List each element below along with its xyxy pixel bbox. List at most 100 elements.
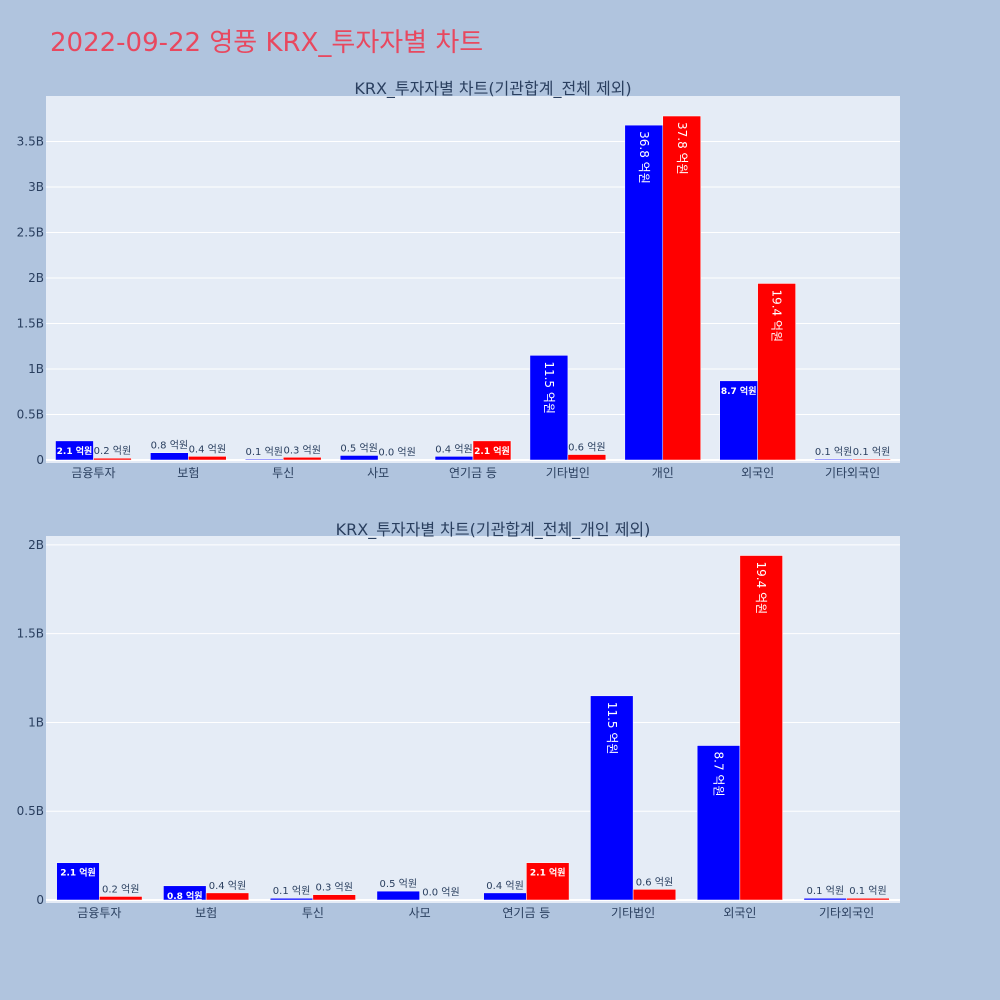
x-tick-label: 기타외국인 [825,466,880,480]
chart-1: 0 0.5B 1B 1.5B 2B 2.5B 3B 3.5B KRX_투자자별 차트(기관합계_… [17,79,900,480]
x-tick-label: 보험 [177,466,199,480]
bar [852,458,891,461]
x-tick-label: 기타법인 [611,906,655,920]
data-label: 0.4 억원 [209,880,246,892]
bar [245,458,284,461]
bar [803,897,847,901]
x-tick-label: 투신 [302,906,324,920]
bar [150,452,189,461]
bar [99,896,143,901]
bar [472,440,512,461]
data-label: 2.1 억원 [57,445,93,457]
data-label: 0.1 억원 [815,446,852,458]
bar [188,456,227,461]
y-tick-label: 0.5B [17,804,44,818]
data-label: 2.1 억원 [474,445,510,457]
data-label: 2.1 억원 [60,867,96,879]
bar [434,456,474,461]
data-label: 0.3 억원 [283,444,320,456]
data-label: 11.5 억원 [542,361,556,414]
x-tick-label: 외국인 [723,906,756,920]
y-tick-label: 2B [28,538,44,552]
x-tick-label: 금융투자 [77,906,121,920]
chart-2: 0 0.5B 1B 1.5B 2B KRX_투자자별 차트(기관합계_전체_개인 제외) 금… [17,520,900,920]
bar [55,440,94,461]
x-tick-label: 연기금 등 [449,466,497,480]
bar [814,458,853,461]
data-label: 2.1 억원 [530,867,566,879]
data-label: 0.8 억원 [167,890,203,902]
data-label: 0.1 억원 [273,885,310,897]
data-label: 8.7 억원 [712,752,726,797]
data-label: 0.3 억원 [315,882,352,894]
bar [529,355,569,461]
data-label: 0.5 억원 [340,442,377,454]
data-label: 0.0 억원 [378,447,415,459]
y-tick-label: 2.5B [17,226,44,240]
bar [269,897,314,901]
bar [419,899,463,901]
bar [93,457,132,461]
data-label: 0.1 억원 [849,885,886,897]
bar [632,889,677,901]
bar [377,459,417,461]
bar [376,890,420,901]
y-tick-label: 1B [28,362,44,376]
x-tick-label: 투신 [272,466,294,480]
data-label: 11.5 억원 [605,702,619,755]
data-label: 0.1 억원 [246,446,283,458]
bar [312,894,356,901]
data-label: 0.4 억원 [189,443,226,455]
bar [590,695,634,901]
bar [662,115,701,461]
bar [56,862,100,901]
bar [846,897,890,901]
data-label: 8.7 억원 [721,385,757,397]
data-label: 0.6 억원 [636,876,673,888]
y-tick-label: 1.5B [17,317,44,331]
bar [739,555,783,901]
y-tick-label: 2B [28,271,44,285]
data-label: 37.8 억원 [675,122,689,175]
data-label: 19.4 억원 [754,562,768,615]
bar [757,283,796,461]
bar [483,892,527,901]
x-tick-label: 금융투자 [71,466,115,480]
data-label: 0.2 억원 [102,883,139,895]
bar [282,457,322,461]
bar [526,862,570,901]
x-tick-label: 사모 [409,906,431,920]
x-tick-label: 사모 [367,466,389,480]
x-tick-label: 기타법인 [546,466,590,480]
bar [205,892,250,901]
chart-title: KRX_투자자별 차트(기관합계_전체 제외) [354,79,631,99]
data-label: 0.2 억원 [94,445,131,457]
bar [339,455,379,461]
x-tick-label: 연기금 등 [502,906,550,920]
data-label: 0.6 억원 [568,442,605,454]
bar [624,124,664,461]
data-label: 0.0 억원 [422,887,459,899]
page-title: 2022-09-22 영풍 KRX_투자자별 차트 [50,28,484,58]
x-tick-label: 개인 [652,466,674,480]
y-tick-label: 1B [28,715,44,729]
chart-title: KRX_투자자별 차트(기관합계_전체_개인 제외) [336,520,651,540]
data-label: 36.8 억원 [637,131,651,184]
bar [567,454,607,461]
data-label: 0.4 억원 [486,880,523,892]
data-label: 19.4 억원 [770,289,784,342]
data-label: 0.5 억원 [380,878,417,890]
y-tick-label: 3B [28,180,44,194]
data-label: 0.1 억원 [853,446,890,458]
data-label: 0.8 억원 [151,440,188,452]
x-tick-label: 보험 [195,906,217,920]
x-tick-label: 외국인 [741,466,774,480]
data-label: 0.1 억원 [807,885,844,897]
y-tick-label: 0 [36,893,44,907]
y-tick-label: 1.5B [17,627,44,641]
bar [696,745,741,901]
x-tick-label: 기타외국인 [819,906,874,920]
data-label: 0.4 억원 [435,443,472,455]
y-tick-label: 0.5B [17,408,44,422]
